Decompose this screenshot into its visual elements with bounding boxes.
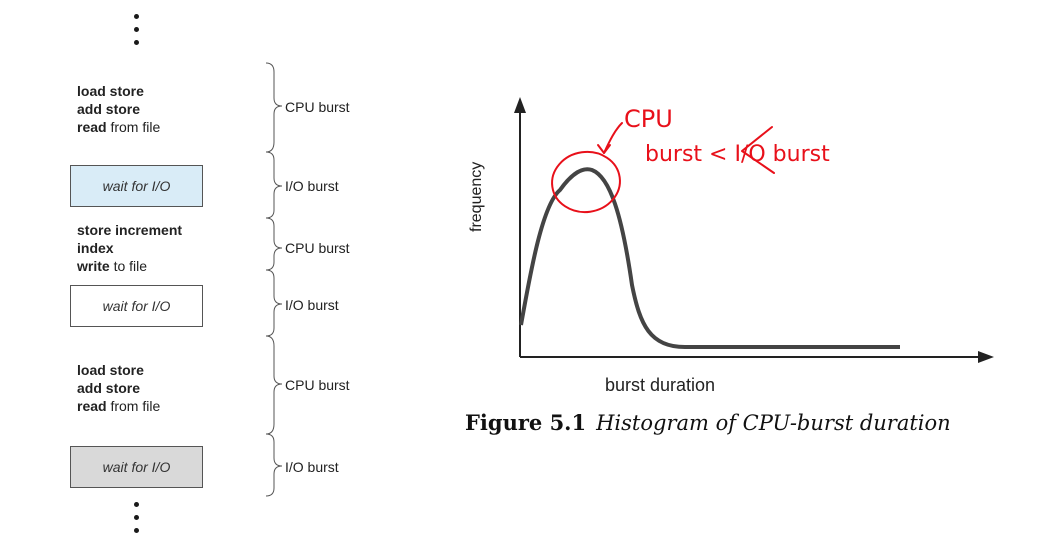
burst-braces [265, 62, 283, 497]
wait-for-io-box-2: wait for I/O [70, 285, 203, 327]
ellipsis-bottom [131, 502, 141, 541]
less-than-sign [741, 126, 775, 174]
io-burst-label-1: I/O burst [285, 178, 339, 194]
wait-for-io-box-3: wait for I/O [70, 446, 203, 488]
brace-io-2 [265, 269, 283, 337]
caption-number: Figure 5.1 [465, 410, 587, 435]
histogram-chart: CPU burst < I/O burst [514, 97, 994, 363]
cpu-burst-label-3: CPU burst [285, 377, 350, 393]
axes [519, 107, 982, 358]
burst-distribution-curve [519, 167, 900, 349]
cpu-instructions-1: load store add store read from file [77, 83, 161, 135]
peak-circle [551, 150, 621, 214]
x-axis-arrow [978, 351, 994, 363]
annotation-cpu: CPU [624, 105, 673, 133]
x-axis-label: burst duration [605, 375, 716, 395]
brace-io-1 [265, 151, 283, 219]
y-axis-arrow [514, 97, 526, 113]
wait-for-io-box-1: wait for I/O [70, 165, 203, 207]
annotation-arrow-head [597, 144, 611, 154]
cpu-burst-label-1: CPU burst [285, 99, 350, 115]
annotation-burst-less-io: burst < I/O burst [645, 142, 830, 167]
brace-cpu-3 [265, 335, 283, 435]
cpu-instructions-2: store increment index write to file [77, 222, 183, 274]
io-burst-label-2: I/O burst [285, 297, 339, 313]
io-burst-label-3: I/O burst [285, 459, 339, 475]
caption-text: Histogram of CPU-burst duration [596, 411, 951, 435]
ellipsis-top [131, 14, 141, 53]
brace-cpu-1 [265, 62, 283, 153]
cpu-burst-label-2: CPU burst [285, 240, 350, 256]
figure-caption: Figure 5.1 Histogram of CPU-burst duratio… [465, 410, 951, 435]
y-axis-label: frequency [468, 161, 485, 232]
brace-io-3 [265, 433, 283, 497]
cpu-instructions-3: load store add store read from file [77, 362, 161, 414]
handwritten-annotation [551, 122, 775, 214]
brace-cpu-2 [265, 217, 283, 271]
